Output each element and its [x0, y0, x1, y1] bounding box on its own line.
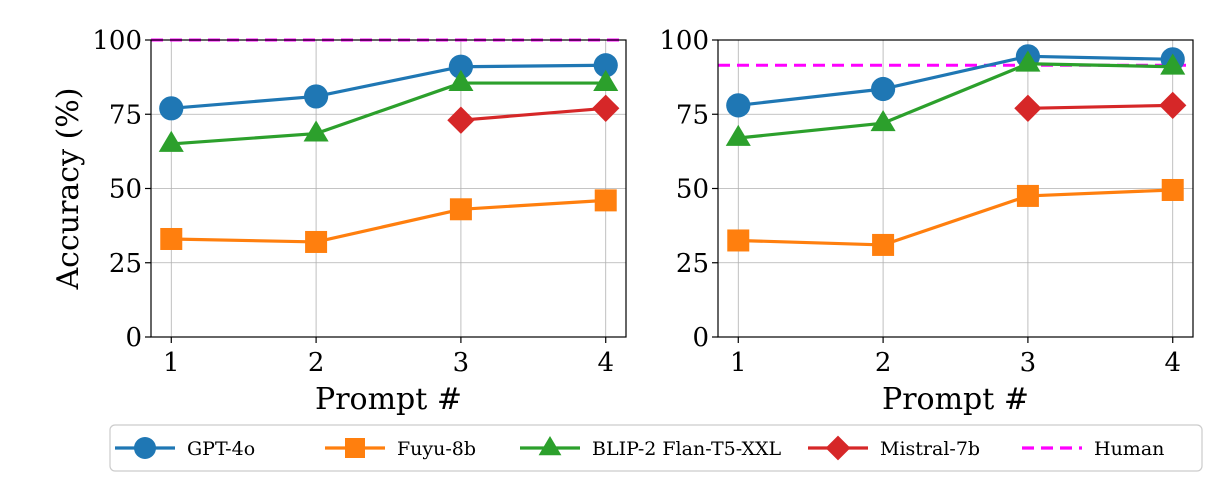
data-point-gpt-4o-1: [726, 93, 751, 118]
data-point-mistral-7b-3: [447, 106, 475, 134]
data-point-blip-2-flan-t5-xxl-1: [158, 130, 184, 152]
y-tick-label: 100: [92, 26, 142, 56]
series-line-blip-2-flan-t5-xxl: [738, 62, 1173, 140]
x-axis-label: Prompt #: [315, 382, 462, 417]
chart-panel-left: 1 2 3 4 0 25 50 75 100 Prompt # Accuracy (%): [51, 26, 627, 417]
legend-marker-gpt-4o: [134, 437, 156, 459]
data-point-gpt-4o-4: [593, 53, 618, 78]
data-point-blip-2-flan-t5-xxl-2: [303, 120, 329, 142]
legend-label-mistral-7b: Mistral-7b: [880, 438, 980, 460]
y-tick-label: 50: [109, 175, 142, 205]
series-line-mistral-7b: [1027, 103, 1173, 110]
data-point-fuyu-8b-1: [727, 229, 750, 252]
y-tick-label: 75: [109, 100, 142, 130]
y-tick-label: 0: [692, 323, 709, 353]
legend-marker-mistral-7b: [825, 435, 851, 461]
x-tick-label: 1: [730, 348, 747, 378]
data-point-blip-2-flan-t5-xxl-4: [1160, 53, 1186, 75]
legend-label-human: Human: [1094, 438, 1164, 460]
data-point-blip-2-flan-t5-xxl-4: [593, 69, 619, 91]
data-point-blip-2-flan-t5-xxl-3: [1015, 50, 1041, 72]
x-tick-label: 2: [308, 348, 325, 378]
x-tick-label: 2: [875, 348, 892, 378]
legend-label-gpt-4o: GPT-4o: [187, 438, 255, 460]
y-tick-label: 25: [676, 249, 709, 279]
y-tick-label: 0: [125, 323, 142, 353]
data-point-fuyu-8b-3: [1016, 184, 1039, 207]
data-point-fuyu-8b-1: [160, 227, 183, 250]
legend-label-fuyu-8b: Fuyu-8b: [397, 438, 476, 460]
legend-box: [109, 424, 1203, 472]
x-axis-label: Prompt #: [882, 382, 1029, 417]
chart-panel-right: 1 2 3 4 0 25 50 75 100 Prompt #: [659, 26, 1194, 417]
data-point-fuyu-8b-4: [594, 189, 617, 212]
data-point-fuyu-8b-2: [872, 233, 895, 256]
series-line-fuyu-8b: [171, 198, 606, 244]
data-point-mistral-7b-4: [592, 94, 620, 122]
data-point-blip-2-flan-t5-xxl-1: [725, 124, 751, 146]
data-point-blip-2-flan-t5-xxl-3: [448, 69, 474, 91]
data-point-gpt-4o-2: [870, 76, 896, 102]
x-tick-label: 3: [453, 348, 470, 378]
y-tick-label: 100: [659, 26, 709, 56]
x-tick-label: 3: [1020, 348, 1037, 378]
data-point-gpt-4o-1: [159, 96, 184, 121]
legend: GPT-4o Fuyu-8b BLIP-2 Flan-T5-XXL Mistral-7…: [109, 424, 1203, 472]
data-point-fuyu-8b-2: [305, 230, 328, 253]
x-tick-label: 4: [597, 348, 614, 378]
y-tick-label: 25: [109, 249, 142, 279]
series-line-blip-2-flan-t5-xxl: [171, 81, 606, 146]
series-line-gpt-4o: [738, 54, 1173, 107]
y-tick-label: 75: [676, 100, 709, 130]
x-tick-label: 4: [1164, 348, 1181, 378]
data-point-blip-2-flan-t5-xxl-2: [870, 109, 896, 132]
legend-label-blip-2-flan-t5-xxl: BLIP-2 Flan-T5-XXL: [592, 438, 782, 460]
y-axis-label: Accuracy (%): [51, 87, 86, 290]
series-line-gpt-4o: [171, 63, 606, 110]
data-point-gpt-4o-3: [448, 54, 474, 79]
x-tick-label: 1: [163, 348, 180, 378]
data-point-fuyu-8b-4: [1161, 178, 1184, 201]
data-point-mistral-7b-3: [1014, 94, 1042, 122]
data-point-gpt-4o-2: [303, 84, 329, 109]
y-tick-label: 50: [676, 175, 709, 205]
data-point-fuyu-8b-3: [449, 198, 472, 221]
series-line-mistral-7b: [460, 106, 606, 122]
legend-marker-blip-2-flan-t5-xxl: [538, 436, 562, 456]
series-line-fuyu-8b: [738, 188, 1173, 247]
legend-marker-fuyu-8b: [345, 438, 365, 458]
data-point-mistral-7b-4: [1159, 91, 1187, 119]
